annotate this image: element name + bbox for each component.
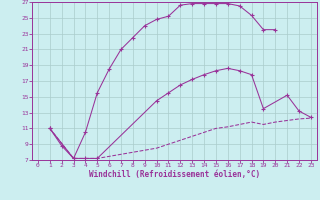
X-axis label: Windchill (Refroidissement éolien,°C): Windchill (Refroidissement éolien,°C)	[89, 170, 260, 179]
